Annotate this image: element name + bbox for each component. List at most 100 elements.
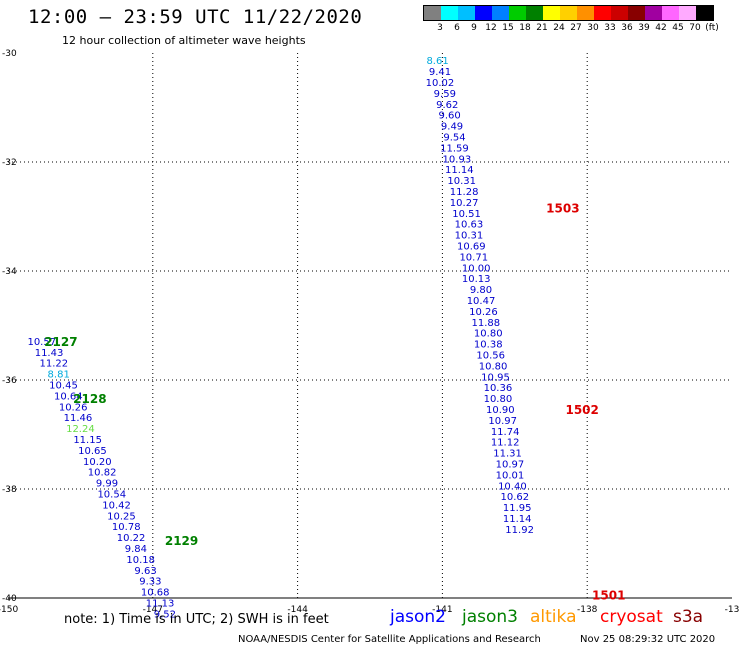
wave-height-label: 12.24: [66, 424, 95, 435]
legend-label: 42: [655, 23, 667, 33]
wave-height-label: 11.28: [450, 187, 479, 198]
wave-height-label: 10.97: [496, 459, 525, 470]
lon-tick-label: -144: [287, 605, 308, 615]
wave-height-label: 10.95: [481, 372, 510, 383]
wave-height-label: 10.31: [447, 176, 476, 187]
wave-height-label: 10.18: [126, 555, 155, 566]
wave-height-label: 10.01: [496, 470, 525, 481]
legend-label: 6: [454, 23, 460, 33]
legend-swatch: [492, 6, 509, 20]
pass-number-label: 1503: [546, 201, 579, 215]
wave-height-label: 10.42: [102, 500, 131, 511]
wave-height-label: 8.61: [426, 56, 448, 67]
legend-label: 36: [621, 23, 633, 33]
legend-label: 15: [502, 23, 514, 33]
wave-height-label: 11.46: [64, 413, 93, 424]
lon-tick-label: -141: [432, 605, 452, 615]
wave-height-label: 10.26: [59, 402, 88, 413]
satellite-name-jason3: jason3: [462, 607, 518, 627]
wave-height-label: 10.80: [474, 329, 503, 340]
wave-height-label: 11.15: [73, 435, 102, 446]
wave-height-label: 10.90: [486, 405, 515, 416]
legend-swatch: [594, 6, 611, 20]
credit-text: NOAA/NESDIS Center for Satellite Applica…: [238, 634, 541, 645]
map-subtitle: 12 hour collection of altimeter wave hei…: [62, 34, 306, 47]
wave-height-label: 10.68: [141, 588, 170, 599]
satellite-name-altika: altika: [530, 607, 577, 627]
wave-height-label: 10.36: [484, 383, 513, 394]
legend-swatches: [423, 5, 714, 21]
legend-swatch: [560, 6, 577, 20]
wave-height-label: 11.88: [472, 318, 501, 329]
legend-label: 30: [587, 23, 599, 33]
wave-height-label: 9.99: [96, 479, 118, 490]
wave-height-label: 11.13: [146, 598, 175, 609]
legend-label: 70: [689, 23, 701, 33]
legend-swatch: [526, 6, 543, 20]
wave-height-label: 10.80: [484, 394, 513, 405]
wave-height-label: 10.38: [474, 340, 503, 351]
wave-height-label: 10.57: [27, 337, 56, 348]
map-title: 12:00 – 23:59 UTC 11/22/2020: [28, 6, 363, 28]
wave-height-label: 10.82: [88, 468, 117, 479]
satellite-name-jason2: jason2: [390, 607, 446, 627]
legend-swatch: [509, 6, 526, 20]
legend-label: 27: [570, 23, 582, 33]
lon-tick-label: -147: [143, 605, 163, 615]
wave-height-label: 11.74: [491, 427, 520, 438]
wave-height-label: 9.52: [154, 609, 176, 620]
wave-height-label: 11.92: [505, 525, 534, 536]
wave-height-label: 10.78: [112, 522, 141, 533]
color-scale-legend: 3 6 9 12 15 18 21 24 27 30 33 36 39 42 45 70 (ft): [423, 5, 719, 35]
wave-height-label: 11.14: [503, 514, 532, 525]
lat-tick-label: -32: [2, 158, 17, 168]
wave-height-label: 10.56: [476, 350, 505, 361]
pass-number-label: 2128: [73, 392, 106, 406]
wave-height-label: 10.54: [97, 489, 126, 500]
legend-label: 3: [437, 23, 443, 33]
wave-height-label: 10.80: [479, 361, 508, 372]
wave-height-label: 11.59: [440, 143, 469, 154]
wave-height-label: 11.12: [491, 438, 520, 449]
lat-tick-label: -38: [2, 485, 17, 495]
wave-height-label: 10.20: [83, 457, 112, 468]
wave-height-label: 10.62: [500, 492, 529, 503]
wave-height-points: 8.619.4110.029.599.629.609.499.5411.5910…: [27, 56, 533, 620]
wave-height-label: 9.41: [429, 67, 451, 78]
wave-height-label: 10.63: [455, 220, 484, 231]
wave-height-label: 11.14: [445, 165, 474, 176]
lon-tick-label: -150: [0, 605, 18, 615]
wave-height-label: 10.31: [455, 231, 484, 242]
wave-height-label: 10.13: [462, 274, 491, 285]
timestamp-text: Nov 25 08:29:32 UTC 2020: [580, 634, 716, 645]
satellite-name-s3a: s3a: [673, 607, 704, 627]
legend-swatch: [475, 6, 492, 20]
wave-height-label: 9.33: [139, 577, 161, 588]
wave-height-label: 10.45: [49, 380, 78, 391]
legend-swatch: [611, 6, 628, 20]
wave-height-label: 10.51: [452, 209, 481, 220]
wave-height-label: 11.95: [503, 503, 532, 514]
pass-number-label: 1501: [592, 588, 625, 602]
legend-swatch: [662, 6, 679, 20]
wave-height-label: 10.26: [469, 307, 498, 318]
lon-tick-label: -13: [725, 605, 740, 615]
wave-height-label: 9.49: [441, 122, 463, 133]
map-grid: [8, 53, 732, 599]
wave-height-label: 9.54: [443, 132, 465, 143]
pass-number-label: 1502: [565, 403, 598, 417]
wave-height-label: 10.71: [459, 252, 488, 263]
axis-ticks: -150 -147 -144 -141 -138 -13 -30 -32 -34 -36 -38 -4…: [0, 49, 739, 615]
legend-label: 33: [604, 23, 616, 33]
wave-height-label: 9.60: [439, 111, 461, 122]
footer-note: note: 1) Time is in UTC; 2) SWH is in fe…: [64, 612, 329, 627]
legend-label: 21: [536, 23, 548, 33]
legend-swatch: [577, 6, 594, 20]
pass-number-label: 2127: [44, 335, 77, 349]
wave-height-label: 10.64: [54, 391, 83, 402]
wave-height-label: 10.22: [117, 533, 146, 544]
legend-swatch: [696, 6, 713, 20]
legend-swatch: [645, 6, 662, 20]
wave-height-label: 9.84: [125, 544, 147, 555]
